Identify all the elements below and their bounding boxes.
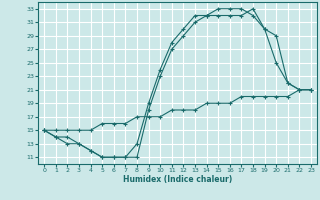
X-axis label: Humidex (Indice chaleur): Humidex (Indice chaleur) [123,175,232,184]
